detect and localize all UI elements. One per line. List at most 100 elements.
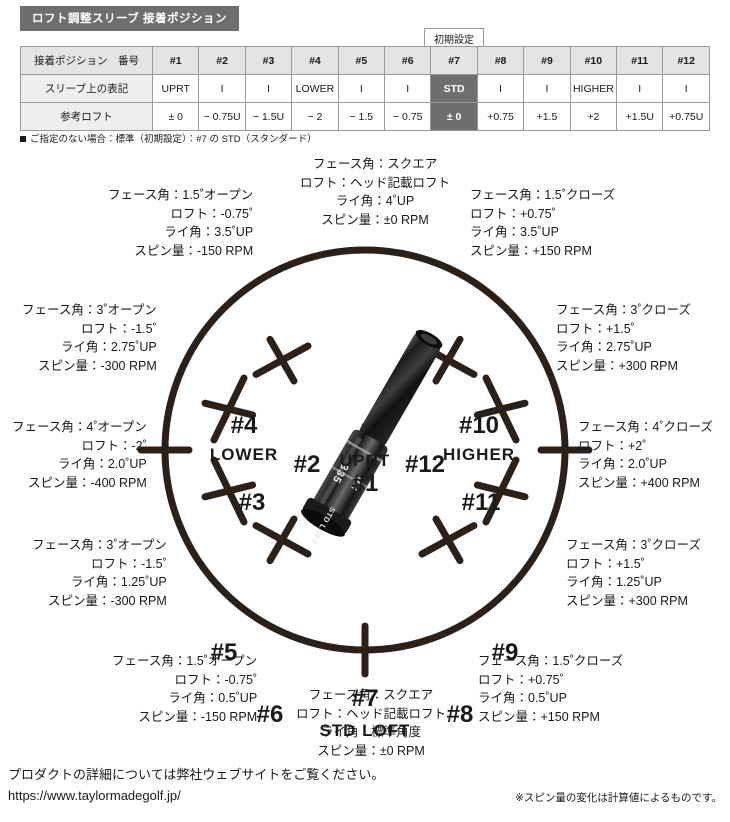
pos-header-3: #3 xyxy=(244,46,293,75)
table-row-sleeve-mark: スリーブ上の表記 UPRT I I LOWER I I STD I I HIGH… xyxy=(20,74,710,103)
dial-marker-9: #9 xyxy=(492,639,519,666)
rowhead-sleeve-mark: スリーブ上の表記 xyxy=(20,74,153,103)
annotation-1-lie: ライ角：4˚UP xyxy=(335,194,415,208)
reference-loft-10: +2 xyxy=(569,102,618,131)
dial-marker-10: #10 xyxy=(459,412,499,439)
annotation-5-loft: ロフト：-1.5˚ xyxy=(91,556,167,571)
annotation-10-face: フェース角：4˚クローズ xyxy=(578,420,713,434)
annotation-6-lie: ライ角：0.5˚UP xyxy=(168,691,258,705)
rowhead-position-number: 接着ポジション 番号 xyxy=(20,46,153,75)
pos-header-2: #2 xyxy=(198,46,246,75)
annotation-6-loft: ロフト：-0.75˚ xyxy=(174,672,258,687)
footer: プロダクトの詳細については弊社ウェブサイトをご覧ください。 https://ww… xyxy=(8,764,384,807)
dial-marker-5: #5 xyxy=(211,639,238,666)
reference-loft-6: − 0.75 xyxy=(384,102,432,131)
annotation-position-1: フェース角：スクエア ロフト：ヘッド記載ロフト ライ角：4˚UP スピン量：±0… xyxy=(300,155,450,229)
sleeve-mark-7: STD xyxy=(430,74,478,103)
dial-marker-labels: #1 UPRT #2 #12 #3 #11 #4 LOWER #10 HIGHE… xyxy=(210,412,518,740)
dial-marker-11: #11 xyxy=(462,489,501,516)
sleeve-mark-5: I xyxy=(337,74,386,103)
bullet-square-icon xyxy=(20,136,26,142)
pos-header-1: #1 xyxy=(151,46,200,75)
dial-marker-3: #3 xyxy=(239,489,266,516)
pos-header-9: #9 xyxy=(523,46,571,75)
annotation-12-spin: スピン量：+150 RPM xyxy=(470,243,592,258)
footer-disclaimer: ※スピン量の変化は計算値によるものです。 xyxy=(515,792,722,804)
sleeve-mark-1: UPRT xyxy=(151,74,200,103)
dial-marker-6: #6 xyxy=(257,701,284,728)
table-footnote-text: ご指定のない場合：標準（初期設定）：#7 の STD（スタンダード） xyxy=(30,134,317,145)
annotation-7-face: フェース角：スクエア xyxy=(308,688,434,702)
annotation-6-spin: スピン量：-150 RPM xyxy=(138,709,258,724)
annotation-2-face: フェース角：1.5˚オープン xyxy=(108,188,254,202)
sleeve-photo: 335 RH STD LOFT xyxy=(301,330,443,546)
dial-marker-2: #2 xyxy=(294,451,321,478)
annotation-position-5: フェース角：3˚オープン ロフト：-1.5˚ ライ角：1.25˚UP スピン量：… xyxy=(32,536,167,610)
pos-header-12: #12 xyxy=(662,46,710,75)
dial-ticks xyxy=(137,335,593,678)
dial-sublabel-std-loft: STD LOFT xyxy=(319,721,410,740)
annotation-11-loft: ロフト：+1.5˚ xyxy=(556,321,635,336)
annotation-position-10: フェース角：4˚クローズ ロフト：+2˚ ライ角：2.0˚UP スピン量：+40… xyxy=(578,418,713,492)
dial-marker-4: #4 xyxy=(231,412,258,439)
annotation-1-face: フェース角：スクエア xyxy=(312,157,438,171)
annotation-6-face: フェース角：1.5˚オープン xyxy=(112,654,258,668)
pos-header-10: #10 xyxy=(569,46,618,75)
annotation-2-loft: ロフト：-0.75˚ xyxy=(170,206,254,221)
annotation-10-loft: ロフト：+2˚ xyxy=(578,438,647,453)
annotation-position-3: フェース角：3˚オープン ロフト：-1.5˚ ライ角：2.75˚UP スピン量：… xyxy=(22,301,157,375)
reference-loft-5: − 1.5 xyxy=(337,102,386,131)
table-row-reference-loft: 参考ロフト ± 0 − 0.75U − 1.5U − 2 − 1.5 − 0.7… xyxy=(20,102,710,131)
annotation-8-spin: スピン量：+150 RPM xyxy=(478,709,600,724)
annotation-position-8: フェース角：1.5˚クローズ ロフト：+0.75˚ ライ角：0.5˚UP スピン… xyxy=(478,652,623,726)
initial-setting-callout: 初期設定 xyxy=(424,28,484,47)
annotation-5-spin: スピン量：-300 RPM xyxy=(47,593,167,608)
annotation-position-6: フェース角：1.5˚オープン ロフト：-0.75˚ ライ角：0.5˚UP スピン… xyxy=(112,652,257,726)
reference-loft-4: − 2 xyxy=(291,102,339,131)
annotation-3-loft: ロフト：-1.5˚ xyxy=(81,321,157,336)
pos-header-7: #7 xyxy=(430,46,478,75)
annotation-12-face: フェース角：1.5˚クローズ xyxy=(470,188,616,202)
sleeve-mark-4: LOWER xyxy=(291,74,339,103)
annotation-8-loft: ロフト：+0.75˚ xyxy=(478,672,564,687)
annotation-4-face: フェース角：4˚オープン xyxy=(12,420,147,434)
dial-sublabel-lower: LOWER xyxy=(210,445,278,464)
adapter-position-table: 接着ポジション 番号 #1 #2 #3 #4 #5 #6 #7 #8 #9 #1… xyxy=(20,46,710,131)
footer-website-link[interactable]: https://www.taylormadegolf.jp/ xyxy=(8,788,181,804)
annotation-9-loft: ロフト：+1.5˚ xyxy=(566,556,645,571)
annotation-position-2: フェース角：1.5˚オープン ロフト：-0.75˚ ライ角：3.5˚UP スピン… xyxy=(108,186,253,260)
annotation-position-4: フェース角：4˚オープン ロフト：-2˚ ライ角：2.0˚UP スピン量：-40… xyxy=(12,418,147,492)
annotation-12-loft: ロフト：+0.75˚ xyxy=(470,206,556,221)
annotation-3-face: フェース角：3˚オープン xyxy=(22,303,157,317)
table-row-positions: 接着ポジション 番号 #1 #2 #3 #4 #5 #6 #7 #8 #9 #1… xyxy=(20,46,710,75)
reference-loft-2: − 0.75U xyxy=(198,102,246,131)
annotation-5-lie: ライ角：1.25˚UP xyxy=(70,575,167,589)
annotation-11-face: フェース角：3˚クローズ xyxy=(556,303,691,317)
sleeve-mark-9: I xyxy=(523,74,571,103)
annotation-4-spin: スピン量：-400 RPM xyxy=(27,475,147,490)
annotation-10-lie: ライ角：2.0˚UP xyxy=(578,457,667,471)
dial-marker-1: #1 xyxy=(352,470,379,497)
table-footnote: ご指定のない場合：標準（初期設定）：#7 の STD（スタンダード） xyxy=(20,131,317,145)
sleeve-mark-11: I xyxy=(616,74,664,103)
sleeve-mark-2: I xyxy=(198,74,246,103)
annotation-8-face: フェース角：1.5˚クローズ xyxy=(478,654,624,668)
loft-sleeve-dial-diagram: 335 RH STD LOFT #1 UPRT #2 #12 #3 #11 #4… xyxy=(0,150,730,750)
annotation-8-lie: ライ角：0.5˚UP xyxy=(478,691,567,705)
annotation-position-7: フェース角：スクエア ロフト：ヘッド記載ロフト ライ角：標準角度 スピン量：±0… xyxy=(296,686,446,760)
dial-marker-12: #12 xyxy=(405,451,445,478)
annotation-11-lie: ライ角：2.75˚UP xyxy=(556,340,652,354)
annotation-10-spin: スピン量：+400 RPM xyxy=(578,475,700,490)
annotation-4-lie: ライ角：2.0˚UP xyxy=(57,457,147,471)
dial-sublabel-uprt: UPRT xyxy=(340,451,390,470)
annotation-9-lie: ライ角：1.25˚UP xyxy=(566,575,662,589)
rowhead-reference-loft: 参考ロフト xyxy=(20,102,153,131)
reference-loft-3: − 1.5U xyxy=(244,102,293,131)
annotation-9-spin: スピン量：+300 RPM xyxy=(566,593,688,608)
reference-loft-11: +1.5U xyxy=(616,102,664,131)
annotation-7-spin: スピン量：±0 RPM xyxy=(317,743,425,758)
annotation-position-12: フェース角：1.5˚クローズ ロフト：+0.75˚ ライ角：3.5˚UP スピン… xyxy=(470,186,615,260)
sleeve-mark-3: I xyxy=(244,74,293,103)
annotation-3-spin: スピン量：-300 RPM xyxy=(37,358,157,373)
annotation-7-loft: ロフト：ヘッド記載ロフト xyxy=(296,706,447,721)
